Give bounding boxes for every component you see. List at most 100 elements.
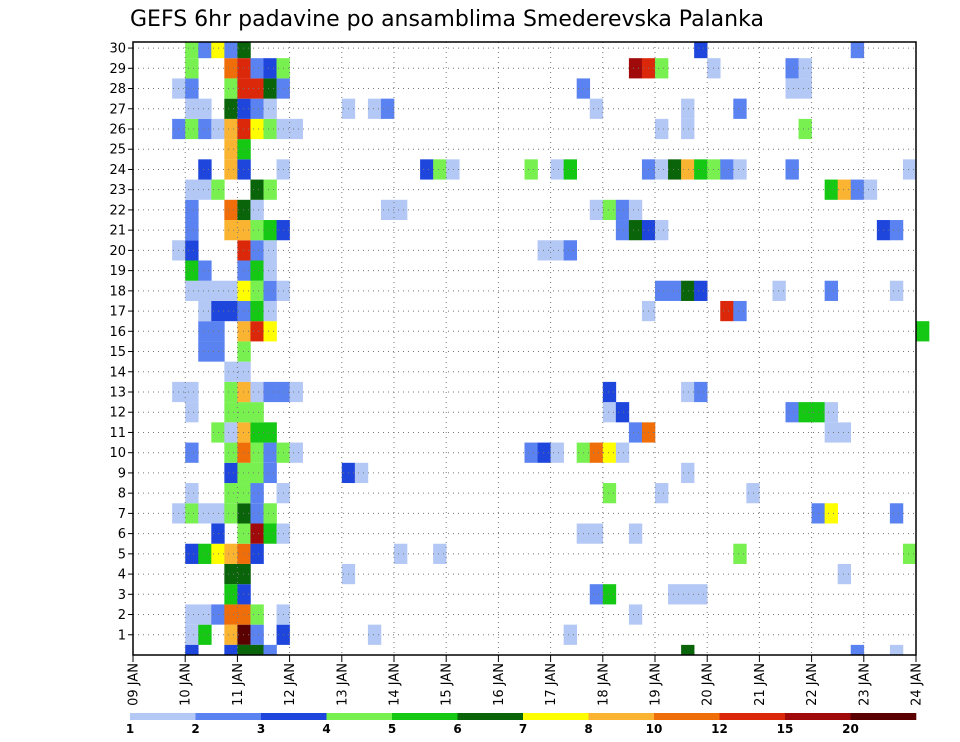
heatmap-cell bbox=[237, 442, 251, 463]
x-tick-label: 12 JAN bbox=[283, 663, 298, 706]
heatmap-cell bbox=[550, 159, 564, 180]
heatmap-cell bbox=[250, 321, 264, 342]
heatmap-cell bbox=[250, 543, 264, 564]
heatmap-cell bbox=[798, 118, 812, 140]
y-tick-label: 23 bbox=[109, 183, 126, 198]
heatmap-cell bbox=[237, 503, 251, 524]
colorbar-segment bbox=[195, 713, 262, 720]
heatmap-cell bbox=[602, 402, 617, 423]
heatmap-cell bbox=[224, 584, 238, 605]
y-tick-label: 7 bbox=[118, 507, 126, 522]
y-tick-label: 18 bbox=[109, 284, 126, 299]
heatmap-cell bbox=[185, 179, 199, 200]
colorbar-label: 12 bbox=[711, 722, 728, 736]
heatmap-cell bbox=[628, 199, 643, 221]
heatmap-cell bbox=[694, 42, 708, 59]
x-tick-label: 21 JAN bbox=[753, 663, 768, 706]
heatmap-cell bbox=[185, 483, 199, 504]
heatmap-cell bbox=[889, 220, 904, 241]
colorbar-label: 4 bbox=[322, 722, 330, 736]
heatmap-cell bbox=[772, 280, 786, 301]
colorbar-label: 20 bbox=[842, 722, 859, 736]
y-tick-label: 19 bbox=[109, 264, 126, 279]
heatmap-cell bbox=[250, 118, 264, 140]
heatmap-cell bbox=[224, 462, 238, 484]
heatmap-cell bbox=[185, 644, 199, 655]
heatmap-cell bbox=[198, 179, 212, 200]
y-tick-label: 26 bbox=[109, 122, 126, 137]
heatmap-cell bbox=[785, 58, 799, 79]
heatmap-cell bbox=[224, 563, 238, 585]
y-tick-label: 17 bbox=[109, 305, 126, 320]
heatmap-cell bbox=[185, 624, 199, 645]
heatmap-cell bbox=[198, 624, 212, 645]
heatmap-cell bbox=[694, 280, 708, 301]
heatmap-cell bbox=[668, 584, 682, 605]
heatmap-cell bbox=[681, 118, 695, 140]
heatmap-cell bbox=[237, 341, 251, 362]
heatmap-cell bbox=[263, 422, 277, 443]
heatmap-cell bbox=[185, 199, 199, 221]
heatmap-cell bbox=[837, 179, 852, 200]
heatmap-cell bbox=[185, 543, 199, 564]
colorbar-label: 1 bbox=[126, 722, 134, 736]
colorbar-label: 5 bbox=[388, 722, 396, 736]
x-tick-label: 20 JAN bbox=[701, 663, 716, 706]
heatmap-cell bbox=[446, 159, 460, 180]
heatmap-cell bbox=[237, 381, 251, 403]
heatmap-cell bbox=[785, 402, 799, 423]
heatmap-cell bbox=[537, 442, 551, 463]
colorbar-label: 7 bbox=[519, 722, 527, 736]
colorbar-segment bbox=[588, 713, 655, 720]
heatmap-cell bbox=[733, 300, 747, 322]
heatmap-cell bbox=[850, 42, 865, 59]
heatmap-cell bbox=[628, 604, 643, 625]
heatmap-cell bbox=[211, 321, 225, 342]
heatmap-cell bbox=[589, 442, 604, 463]
heatmap-cell bbox=[237, 462, 251, 484]
heatmap-cell bbox=[602, 381, 617, 403]
heatmap-cell bbox=[681, 98, 695, 119]
y-tick-label: 12 bbox=[109, 406, 126, 421]
heatmap-cell bbox=[237, 280, 251, 301]
heatmap-cell bbox=[863, 179, 878, 200]
heatmap-cell bbox=[615, 402, 630, 423]
heatmap-cell bbox=[615, 199, 630, 221]
colorbar-segment bbox=[130, 713, 196, 720]
colorbar-label: 3 bbox=[257, 722, 265, 736]
heatmap-cell bbox=[224, 280, 238, 301]
heatmap-cell bbox=[237, 58, 251, 79]
heatmap-cell bbox=[681, 381, 695, 403]
heatmap-cell bbox=[602, 442, 617, 463]
heatmap-cell bbox=[237, 483, 251, 504]
heatmap-cell bbox=[837, 422, 852, 443]
heatmap-cell bbox=[250, 381, 264, 403]
heatmap-cell bbox=[263, 179, 277, 200]
heatmap-cell bbox=[798, 58, 812, 79]
y-tick-label: 11 bbox=[109, 426, 126, 441]
heatmap-cell bbox=[250, 422, 264, 443]
heatmap-cell bbox=[733, 98, 747, 119]
heatmap-cell bbox=[224, 503, 238, 524]
heatmap-cell bbox=[550, 442, 564, 463]
colorbar-segment bbox=[392, 713, 458, 720]
heatmap-cell bbox=[785, 159, 799, 180]
heatmap-cell bbox=[198, 604, 212, 625]
plot-frame bbox=[132, 41, 917, 656]
heatmap-cell bbox=[250, 300, 264, 322]
y-tick-label: 1 bbox=[118, 628, 126, 643]
heatmap-cell bbox=[655, 118, 669, 140]
heatmap-cell bbox=[198, 300, 212, 322]
heatmap-cell bbox=[563, 624, 577, 645]
heatmap-cell bbox=[198, 503, 212, 524]
heatmap-cell bbox=[185, 78, 199, 99]
heatmap-cell bbox=[889, 503, 904, 524]
heatmap-cell bbox=[263, 381, 277, 403]
heatmap-cell bbox=[720, 159, 734, 180]
colorbar-label: 10 bbox=[646, 722, 663, 736]
heatmap-cell bbox=[263, 240, 277, 261]
heatmap-cell bbox=[889, 280, 904, 301]
heatmap-cell bbox=[198, 118, 212, 140]
x-tick-label: 15 JAN bbox=[440, 663, 455, 706]
heatmap-cell bbox=[589, 199, 604, 221]
